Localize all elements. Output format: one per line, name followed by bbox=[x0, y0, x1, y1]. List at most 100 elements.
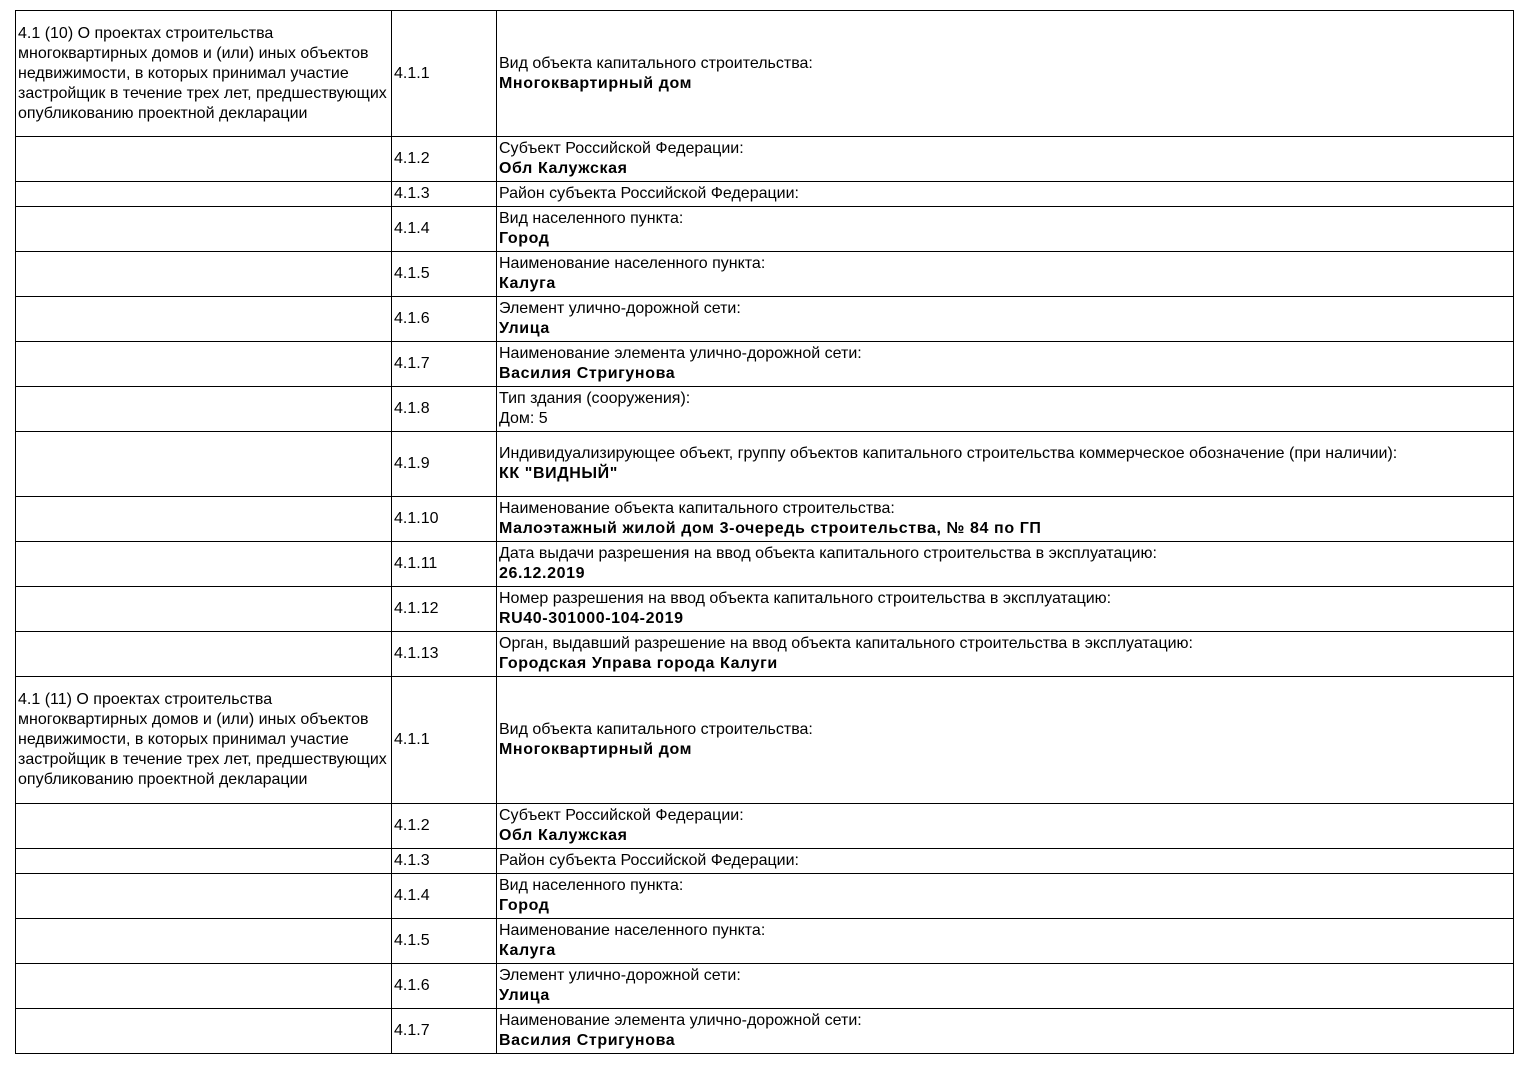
item-content-cell: Наименование населенного пункта: Калуга bbox=[496, 251, 1514, 297]
item-code: 4.1.2 bbox=[391, 803, 497, 849]
section-cell bbox=[15, 296, 392, 342]
item-content-cell: Элемент улично-дорожной сети: Улица bbox=[496, 296, 1514, 342]
table-row: 4.1.2 Субъект Российской Федерации: Обл Ка… bbox=[15, 803, 1514, 849]
item-code: 4.1.11 bbox=[391, 541, 497, 587]
section-cell: 4.1 (10) О проектах строительства многок… bbox=[15, 10, 392, 137]
item-label: Вид населенного пункта: bbox=[499, 877, 684, 894]
table-row: 4.1.6 Элемент улично-дорожной сети: Улица bbox=[15, 296, 1514, 342]
table-row: 4.1.8 Тип здания (сооружения): Дом: 5 bbox=[15, 386, 1514, 432]
section-cell bbox=[15, 496, 392, 542]
item-label: Элемент улично-дорожной сети: bbox=[499, 300, 741, 317]
item-label: Субъект Российской Федерации: bbox=[499, 140, 744, 157]
item-label: Наименование населенного пункта: bbox=[499, 255, 766, 272]
section-cell bbox=[15, 136, 392, 182]
table-row: 4.1.13 Орган, выдавший разрешение на ввод… bbox=[15, 631, 1514, 677]
item-content-cell: Наименование элемента улично-дорожной се… bbox=[496, 341, 1514, 387]
item-value: 26.12.2019 bbox=[499, 565, 586, 582]
item-label: Индивидуализирующее объект, группу объек… bbox=[499, 445, 1398, 462]
item-value: КК "ВИДНЫЙ" bbox=[499, 465, 618, 482]
item-value: Дом: 5 bbox=[499, 410, 548, 427]
item-content-cell: Наименование населенного пункта: Калуга bbox=[496, 918, 1514, 964]
item-content-cell: Вид объекта капитального строительства: М… bbox=[496, 10, 1514, 137]
item-value: Калуга bbox=[499, 942, 556, 959]
table-row: 4.1.2 Субъект Российской Федерации: Обл Ка… bbox=[15, 136, 1514, 182]
item-label: Орган, выдавший разрешение на ввод объек… bbox=[499, 635, 1193, 652]
item-label: Вид населенного пункта: bbox=[499, 210, 684, 227]
section-cell bbox=[15, 848, 392, 874]
table-row: 4.1.4 Вид населенного пункта: Город bbox=[15, 873, 1514, 919]
item-code: 4.1.6 bbox=[391, 963, 497, 1009]
item-label: Наименование объекта капитального строит… bbox=[499, 500, 895, 517]
item-content-cell: Дата выдачи разрешения на ввод объекта к… bbox=[496, 541, 1514, 587]
item-value: Обл Калужская bbox=[499, 827, 628, 844]
item-code: 4.1.13 bbox=[391, 631, 497, 677]
item-content-cell: Район субъекта Российской Федерации: bbox=[496, 181, 1514, 207]
declaration-table: 4.1 (10) О проектах строительства многок… bbox=[15, 10, 1514, 1054]
item-value: Улица bbox=[499, 987, 550, 1004]
item-content-cell: Субъект Российской Федерации: Обл Калужск… bbox=[496, 136, 1514, 182]
item-code: 4.1.1 bbox=[391, 676, 497, 804]
table-row: 4.1.11 Дата выдачи разрешения на ввод объ… bbox=[15, 541, 1514, 587]
section-cell bbox=[15, 1008, 392, 1054]
item-value: Малоэтажный жилой дом 3-очередь строител… bbox=[499, 520, 1042, 537]
item-content-cell: Орган, выдавший разрешение на ввод объек… bbox=[496, 631, 1514, 677]
section-cell: 4.1 (11) О проектах строительства многок… bbox=[15, 676, 392, 804]
item-content-cell: Вид объекта капитального строительства: М… bbox=[496, 676, 1514, 804]
table-row: 4.1.7 Наименование элемента улично-дорожн… bbox=[15, 1008, 1514, 1054]
item-label: Район субъекта Российской Федерации: bbox=[499, 852, 799, 869]
table-row: 4.1.5 Наименование населенного пункта: Кал… bbox=[15, 251, 1514, 297]
table-row: 4.1.3 Район субъекта Российской Федерации… bbox=[15, 181, 1514, 207]
item-value: Многоквартирный дом bbox=[499, 741, 693, 758]
item-code: 4.1.1 bbox=[391, 10, 497, 137]
table-row: 4.1.9 Индивидуализирующее объект, группу … bbox=[15, 431, 1514, 497]
table-row: 4.1 (10) О проектах строительства многок… bbox=[15, 10, 1514, 137]
item-label: Субъект Российской Федерации: bbox=[499, 807, 744, 824]
section-cell bbox=[15, 206, 392, 252]
item-value: Улица bbox=[499, 320, 550, 337]
item-label: Тип здания (сооружения): bbox=[499, 390, 691, 407]
item-label: Вид объекта капитального строительства: bbox=[499, 721, 813, 738]
section-cell bbox=[15, 631, 392, 677]
item-label: Дата выдачи разрешения на ввод объекта к… bbox=[499, 545, 1157, 562]
section-cell bbox=[15, 386, 392, 432]
section-cell bbox=[15, 963, 392, 1009]
section-cell bbox=[15, 431, 392, 497]
item-content-cell: Индивидуализирующее объект, группу объек… bbox=[496, 431, 1514, 497]
item-code: 4.1.6 bbox=[391, 296, 497, 342]
table-row: 4.1.3 Район субъекта Российской Федерации… bbox=[15, 848, 1514, 874]
item-content-cell: Вид населенного пункта: Город bbox=[496, 206, 1514, 252]
item-label: Наименование элемента улично-дорожной се… bbox=[499, 1012, 862, 1029]
item-code: 4.1.8 bbox=[391, 386, 497, 432]
item-value: Василия Стригунова bbox=[499, 365, 676, 382]
section-cell bbox=[15, 803, 392, 849]
item-label: Элемент улично-дорожной сети: bbox=[499, 967, 741, 984]
item-code: 4.1.7 bbox=[391, 341, 497, 387]
item-label: Номер разрешения на ввод объекта капитал… bbox=[499, 590, 1112, 607]
item-label: Наименование элемента улично-дорожной се… bbox=[499, 345, 862, 362]
item-value: Многоквартирный дом bbox=[499, 74, 693, 92]
item-content-cell: Наименование элемента улично-дорожной се… bbox=[496, 1008, 1514, 1054]
item-code: 4.1.5 bbox=[391, 251, 497, 297]
item-content-cell: Вид населенного пункта: Город bbox=[496, 873, 1514, 919]
item-content-cell: Тип здания (сооружения): Дом: 5 bbox=[496, 386, 1514, 432]
item-content-cell: Номер разрешения на ввод объекта капитал… bbox=[496, 586, 1514, 632]
item-value: RU40-301000-104-2019 bbox=[499, 610, 684, 627]
item-content-cell: Наименование объекта капитального строит… bbox=[496, 496, 1514, 542]
table-row: 4.1.7 Наименование элемента улично-дорожн… bbox=[15, 341, 1514, 387]
table-row: 4.1.4 Вид населенного пункта: Город bbox=[15, 206, 1514, 252]
table-row: 4.1.5 Наименование населенного пункта: Кал… bbox=[15, 918, 1514, 964]
item-content-cell: Район субъекта Российской Федерации: bbox=[496, 848, 1514, 874]
declaration-table-body: 4.1 (10) О проектах строительства многок… bbox=[15, 10, 1514, 1054]
item-code: 4.1.4 bbox=[391, 873, 497, 919]
item-code: 4.1.4 bbox=[391, 206, 497, 252]
item-label: Вид объекта капитального строительства: bbox=[499, 54, 813, 72]
item-code: 4.1.10 bbox=[391, 496, 497, 542]
item-code: 4.1.7 bbox=[391, 1008, 497, 1054]
item-code: 4.1.3 bbox=[391, 181, 497, 207]
item-code: 4.1.2 bbox=[391, 136, 497, 182]
item-code: 4.1.12 bbox=[391, 586, 497, 632]
table-row: 4.1 (11) О проектах строительства многок… bbox=[15, 676, 1514, 804]
item-label: Наименование населенного пункта: bbox=[499, 922, 766, 939]
table-row: 4.1.6 Элемент улично-дорожной сети: Улица bbox=[15, 963, 1514, 1009]
section-cell bbox=[15, 918, 392, 964]
